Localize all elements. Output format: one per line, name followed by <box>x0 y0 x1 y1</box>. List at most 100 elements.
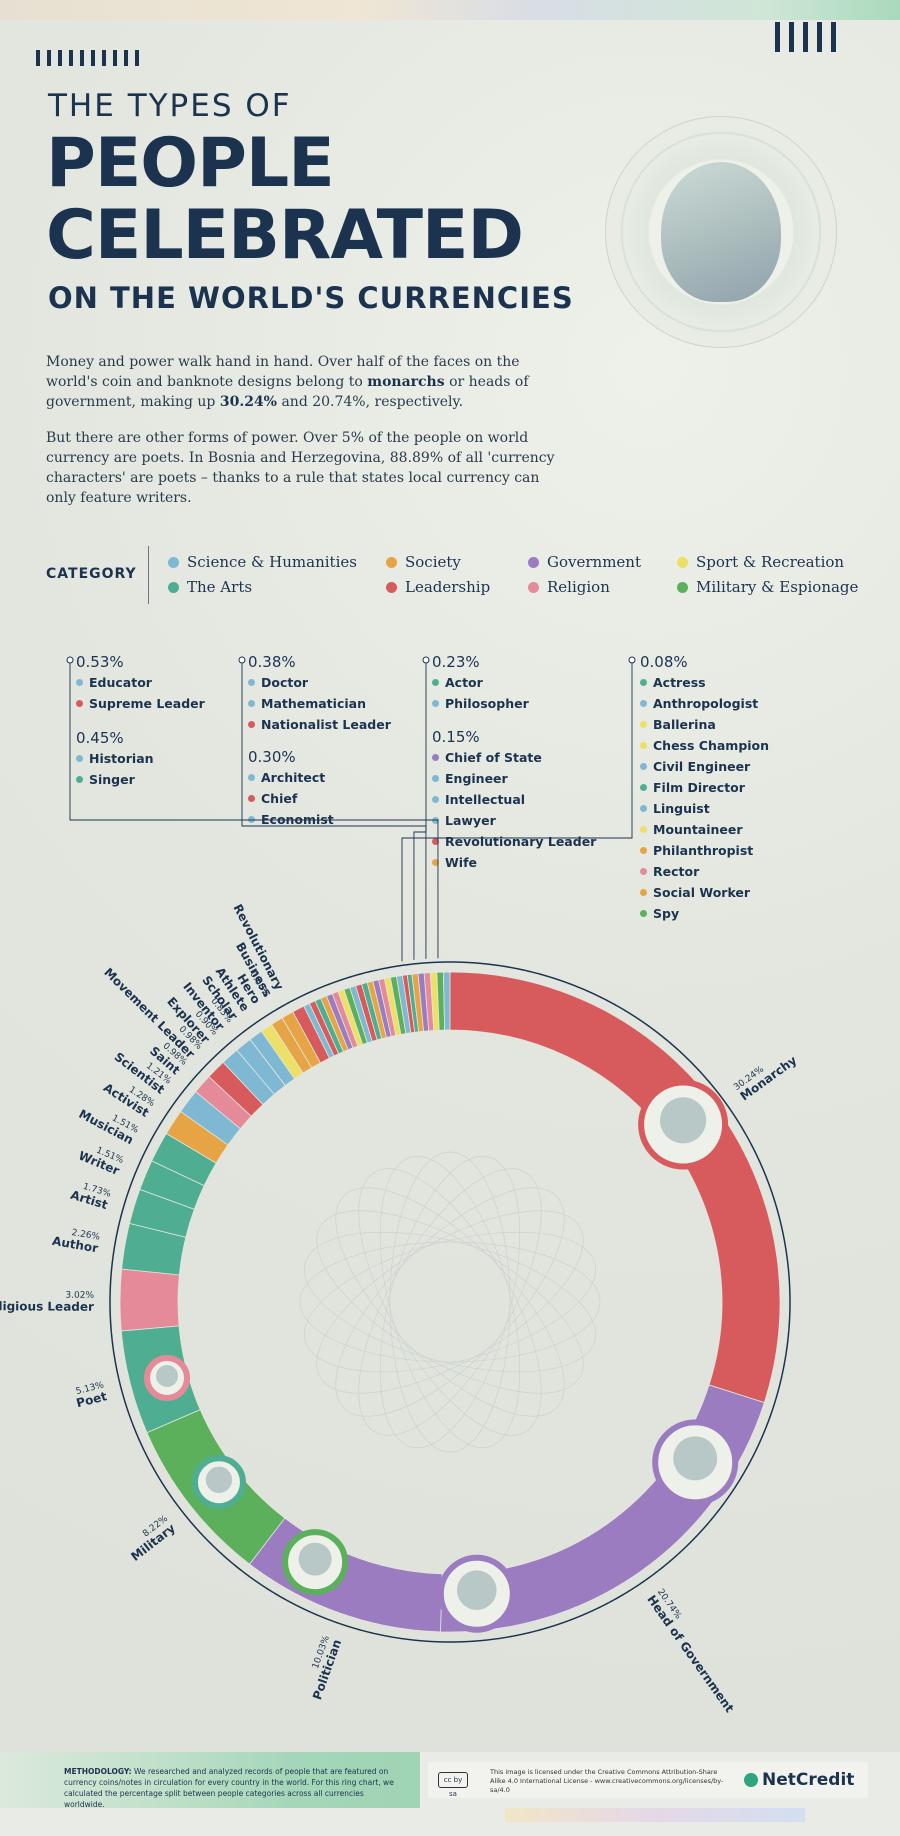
group-item: Linguist <box>640 801 769 822</box>
legend-item: Government <box>528 553 641 571</box>
percent-group: 0.30% Architect Chief Economist <box>248 748 334 833</box>
group-item: Social Worker <box>640 885 769 906</box>
legend-item: Society <box>386 553 461 571</box>
group-percent: 0.30% <box>248 748 296 766</box>
intro-paragraph-2: But there are other forms of power. Over… <box>46 430 555 506</box>
portrait-face-icon <box>156 1365 179 1388</box>
group-percent: 0.15% <box>432 728 480 746</box>
slice-label: 8.22%Military <box>128 1514 178 1564</box>
legend-swatch <box>677 582 688 593</box>
category-dot <box>640 679 647 686</box>
group-item-label: Philanthropist <box>653 843 754 858</box>
guilloche-line <box>379 1155 521 1449</box>
legend-item: Science & Humanities <box>168 553 357 571</box>
category-dot <box>640 847 647 854</box>
category-dot <box>432 817 439 824</box>
leader-line <box>69 662 439 959</box>
group-item: Philosopher <box>432 696 529 717</box>
category-dot <box>640 826 647 833</box>
slice-name: Head of Government <box>644 1593 737 1716</box>
group-item: Chief <box>248 791 334 812</box>
group-item: Rector <box>640 864 769 885</box>
legend-swatch <box>528 557 539 568</box>
slice-label: 3.02%Religious Leader <box>0 1291 95 1314</box>
legend-item: Sport & Recreation <box>677 553 844 571</box>
group-item-label: Historian <box>89 751 154 766</box>
group-item: Doctor <box>248 675 391 696</box>
guilloche-line <box>379 1155 521 1449</box>
percent-group: 0.53% Educator Supreme Leader <box>76 653 205 717</box>
slice-name: Politician <box>310 1638 344 1702</box>
group-item-label: Doctor <box>261 675 309 690</box>
group-item: Actor <box>432 675 529 696</box>
slice-label: 20.74%Head of Government <box>644 1587 737 1716</box>
group-item: Educator <box>76 675 205 696</box>
guilloche-line <box>299 1241 601 1363</box>
ring-slice <box>449 971 781 1404</box>
ring-slice <box>443 971 451 1031</box>
category-dot <box>76 679 83 686</box>
group-item: Intellectual <box>432 792 596 813</box>
leader-dot <box>66 656 74 664</box>
category-dot <box>432 838 439 845</box>
group-percent: 0.53% <box>76 653 124 671</box>
category-dot <box>248 679 255 686</box>
legend-swatch <box>386 557 397 568</box>
cc-license-icon: cc by sa <box>438 1772 468 1798</box>
slice-label: 1.51%Writer <box>76 1146 125 1178</box>
guilloche-line <box>389 1151 511 1453</box>
group-item: Engineer <box>432 771 596 792</box>
group-item: Singer <box>76 772 154 793</box>
legend-item: The Arts <box>168 578 252 596</box>
license-text: This image is licensed under the Creativ… <box>490 1768 724 1794</box>
group-item: Anthropologist <box>640 696 769 717</box>
category-dot <box>248 774 255 781</box>
category-dot <box>432 700 439 707</box>
slice-name: Religious Leader <box>0 1299 94 1314</box>
guilloche-line <box>335 1187 565 1417</box>
slice-label: 10.03%Politician <box>310 1634 344 1702</box>
group-item-label: Lawyer <box>445 813 496 828</box>
guilloche-line <box>335 1187 565 1417</box>
ring-slice <box>249 1517 443 1633</box>
legend-title: CATEGORY <box>46 566 137 582</box>
percent-group: 0.23% Actor Philosopher <box>432 653 529 717</box>
banknote-portrait-image <box>605 116 837 348</box>
legend-label: Government <box>547 553 641 571</box>
title-line-1: PEOPLE <box>46 124 335 203</box>
bottom-color-band <box>505 1808 805 1822</box>
category-dot <box>432 796 439 803</box>
group-item: Mountaineer <box>640 822 769 843</box>
slice-label: 2.26%Author <box>51 1228 101 1256</box>
group-item: Actress <box>640 675 769 696</box>
legend-swatch <box>677 557 688 568</box>
intro-paragraph-1: Money and power walk hand in hand. Over … <box>46 354 529 410</box>
group-item-label: Mathematician <box>261 696 366 711</box>
group-item-label: Social Worker <box>653 885 751 900</box>
group-item: Film Director <box>640 780 769 801</box>
group-item-label: Film Director <box>653 780 745 795</box>
group-item-label: Linguist <box>653 801 710 816</box>
portrait-face-icon <box>673 1436 718 1481</box>
group-item: Chief of State <box>432 750 596 771</box>
slice-percent: 3.02% <box>65 1291 94 1301</box>
legend-item: Leadership <box>386 578 490 596</box>
top-color-band <box>0 0 900 20</box>
leader-dot <box>422 656 430 664</box>
group-item-label: Singer <box>89 772 135 787</box>
group-item: Chess Champion <box>640 738 769 759</box>
category-dot <box>640 763 647 770</box>
decorative-ticks-left <box>36 50 139 66</box>
slice-label: 5.13%Poet <box>75 1380 109 1410</box>
group-item-label: Spy <box>653 906 680 921</box>
guilloche-line <box>316 1210 584 1394</box>
group-item-label: Chess Champion <box>653 738 770 753</box>
guilloche-line <box>316 1210 584 1394</box>
group-item-label: Intellectual <box>445 792 526 807</box>
category-dot <box>248 816 255 823</box>
title-line-2: CELEBRATED <box>46 196 524 275</box>
legend-item: Religion <box>528 578 610 596</box>
legend-swatch <box>168 582 179 593</box>
category-dot <box>432 775 439 782</box>
group-item-label: Rector <box>653 864 700 879</box>
